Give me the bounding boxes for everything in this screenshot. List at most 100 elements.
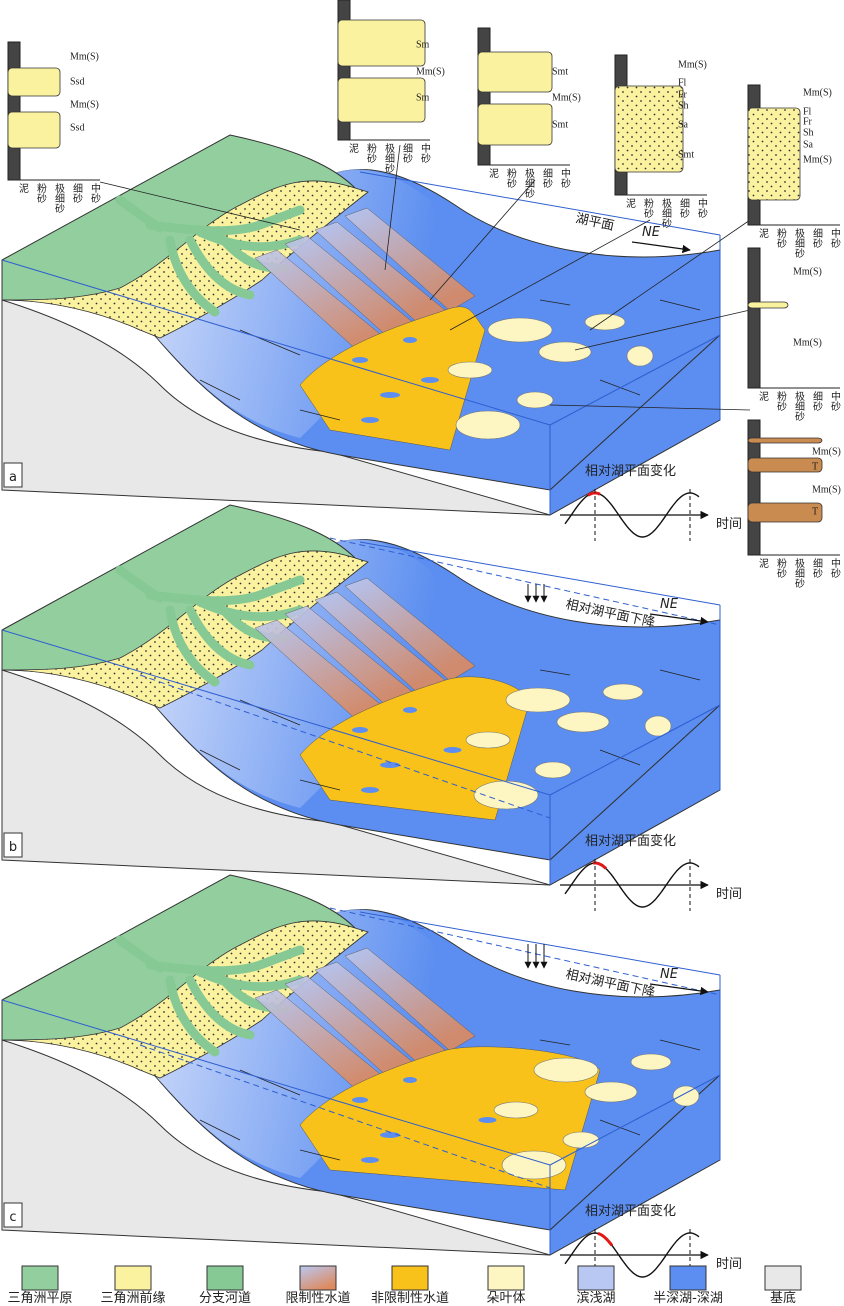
distributary-channel — [115, 565, 165, 603]
contour-line — [659, 299, 701, 311]
legend-label: 分支河道 — [199, 1291, 251, 1306]
distributary-channel — [145, 945, 305, 976]
grain-size-label: 细砂 — [811, 557, 823, 579]
facies-code: Ssd — [70, 122, 84, 133]
panel-label-box — [3, 462, 23, 488]
panel-label-box — [3, 1202, 23, 1228]
legend-label: 朵叶体 — [486, 1291, 525, 1306]
facies-code: Sm — [416, 39, 430, 50]
facies-code: Sa — [803, 139, 814, 150]
panel-label-box — [3, 832, 23, 858]
contour-line — [539, 669, 571, 676]
north-east-arrow — [649, 983, 709, 996]
lake-inlier — [361, 787, 379, 793]
sand-bed — [337, 19, 426, 67]
legend-label: 基底 — [770, 1290, 796, 1306]
legend-swatch — [206, 1265, 244, 1291]
grain-size-label: 粉砂 — [775, 227, 787, 249]
grain-size-label: 中砂 — [559, 167, 571, 189]
lake-box-edge — [549, 334, 721, 426]
legend-label: 限制性水道 — [285, 1291, 350, 1306]
grain-size-label: 泥 — [624, 197, 636, 209]
basement — [1, 299, 551, 516]
sand-bed — [7, 67, 61, 97]
grain-size-label: 细砂 — [71, 182, 83, 204]
grain-size-label: 粉砂 — [35, 182, 47, 204]
log-leader — [384, 144, 401, 271]
grain-size-label: 极细砂 — [383, 142, 395, 174]
sand-bed — [7, 111, 61, 149]
distributary-channel — [115, 935, 165, 973]
facies-code: Sh — [803, 127, 814, 138]
grain-size-label: 细砂 — [811, 227, 823, 249]
distributary-channel — [115, 195, 165, 233]
facies-code: Smt — [552, 66, 568, 77]
contour-line — [199, 379, 241, 401]
lobe — [630, 1053, 672, 1071]
curve-title: 相对湖平面变化 — [585, 1203, 676, 1219]
panel-label: a — [9, 470, 17, 485]
lake-inlier — [443, 747, 462, 753]
contour-line — [539, 299, 571, 306]
facies-code: Mm(S) — [70, 99, 99, 110]
lake-inlier — [361, 417, 379, 423]
north-east-label: NE — [660, 967, 679, 982]
legend-swatch — [764, 1265, 802, 1291]
lake-inlier — [380, 1132, 400, 1138]
grain-size-label: 泥 — [487, 167, 499, 179]
grain-size-label: 细砂 — [541, 167, 553, 189]
lake-level-curve — [564, 862, 700, 908]
lake-box-edge — [1, 999, 551, 1166]
lobe — [538, 341, 592, 363]
north-east-arrow — [649, 613, 709, 626]
grain-size-label: 粉砂 — [775, 557, 787, 579]
curve-title: 相对湖平面变化 — [585, 463, 676, 479]
facies-code: Mm(S) — [70, 51, 99, 62]
facies-code: Fl — [678, 77, 687, 88]
sand-bed — [747, 437, 823, 444]
sand-bed — [477, 103, 553, 146]
legend-label: 滨浅湖 — [576, 1290, 615, 1306]
grain-size-label: 泥 — [17, 182, 29, 194]
confined-channel — [344, 577, 476, 682]
sand-bed — [477, 51, 553, 93]
grain-size-label: 极细砂 — [793, 557, 805, 589]
log-leader — [449, 219, 651, 331]
log-leader — [549, 404, 751, 411]
lake-box-edge — [359, 911, 721, 976]
grain-size-label: 极细砂 — [660, 197, 672, 229]
log-leader — [589, 219, 751, 331]
sand-bed — [747, 457, 823, 473]
grain-size-label: 极细砂 — [523, 167, 535, 199]
facies-code: Mm(S) — [812, 446, 841, 457]
lobe — [672, 1085, 700, 1107]
contour-line — [199, 1119, 241, 1141]
distributary-channel — [185, 605, 255, 670]
basement — [1, 669, 551, 886]
lobe — [644, 715, 672, 737]
facies-code: Sa — [678, 119, 689, 130]
contour-line — [299, 1149, 341, 1161]
lake-inlier — [380, 392, 400, 398]
lobe — [516, 391, 554, 409]
grain-size-label: 泥 — [347, 142, 359, 154]
sand-bed — [747, 301, 789, 309]
time-label: 时间 — [716, 517, 742, 532]
lobe — [562, 1131, 600, 1149]
facies-code: Mm(S) — [552, 92, 581, 103]
grain-size-label: 中砂 — [419, 142, 431, 164]
panel-label: c — [9, 1210, 16, 1225]
grain-size-label: 中砂 — [696, 197, 708, 219]
lake-inlier — [478, 1117, 497, 1123]
distributary-channel — [145, 575, 305, 606]
facies-code: Sm — [416, 92, 430, 103]
distributary-channel — [165, 605, 220, 687]
grain-size-label: 粉砂 — [775, 390, 787, 412]
contour-line — [659, 669, 701, 681]
lake-box-edge — [1, 259, 551, 426]
log-leader — [429, 179, 536, 301]
legend-swatch — [299, 1265, 337, 1291]
lake-inlier — [352, 357, 368, 363]
